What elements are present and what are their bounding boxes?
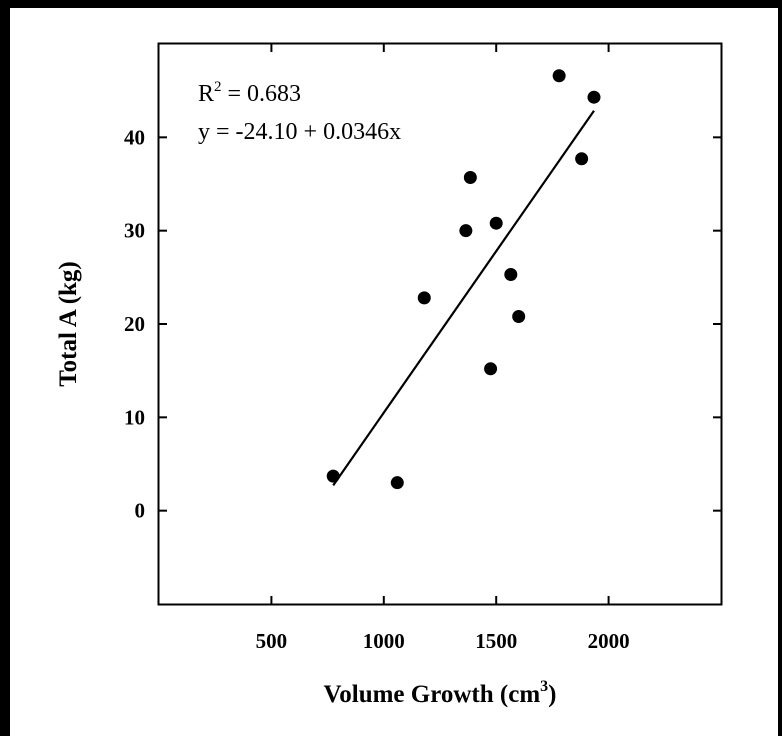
data-point	[417, 291, 431, 305]
x-axis-title: Volume Growth (cm3)	[324, 678, 557, 708]
data-point	[463, 170, 477, 184]
axis-ticks	[159, 44, 721, 604]
data-point	[504, 268, 518, 282]
y-tick-label: 20	[124, 312, 145, 336]
data-point	[552, 69, 566, 83]
y-tick-label: 40	[124, 125, 145, 149]
y-tick-label: 10	[124, 405, 145, 429]
chart-frame: 500 1000 1500 2000 0 10 20 30 40 R2 = 0.683 y =…	[10, 8, 778, 736]
data-points	[326, 69, 601, 490]
regression-line	[332, 110, 595, 486]
data-point	[575, 152, 589, 166]
data-point	[484, 362, 498, 376]
data-point	[489, 216, 503, 230]
regression-equation-annotation: y = -24.10 + 0.0346x	[198, 119, 401, 145]
x-tick-label: 1000	[363, 629, 405, 653]
data-point	[459, 224, 473, 238]
y-tick-label: 0	[135, 499, 146, 523]
scatter-chart: 500 1000 1500 2000 0 10 20 30 40 R2 = 0.683 y =…	[55, 42, 723, 708]
data-point	[587, 90, 601, 104]
data-point	[390, 476, 404, 490]
data-point	[512, 310, 526, 324]
y-tick-label: 30	[124, 219, 145, 243]
x-tick-label: 1500	[475, 629, 517, 653]
x-tick-labels: 500 1000 1500 2000	[256, 629, 630, 653]
x-tick-label: 2000	[588, 629, 630, 653]
plot-area-border	[157, 42, 723, 606]
y-axis-title: Total A (kg)	[55, 261, 82, 387]
x-tick-label: 500	[256, 629, 288, 653]
r-squared-annotation: R2 = 0.683	[198, 79, 301, 107]
y-tick-labels: 0 10 20 30 40	[124, 125, 145, 522]
